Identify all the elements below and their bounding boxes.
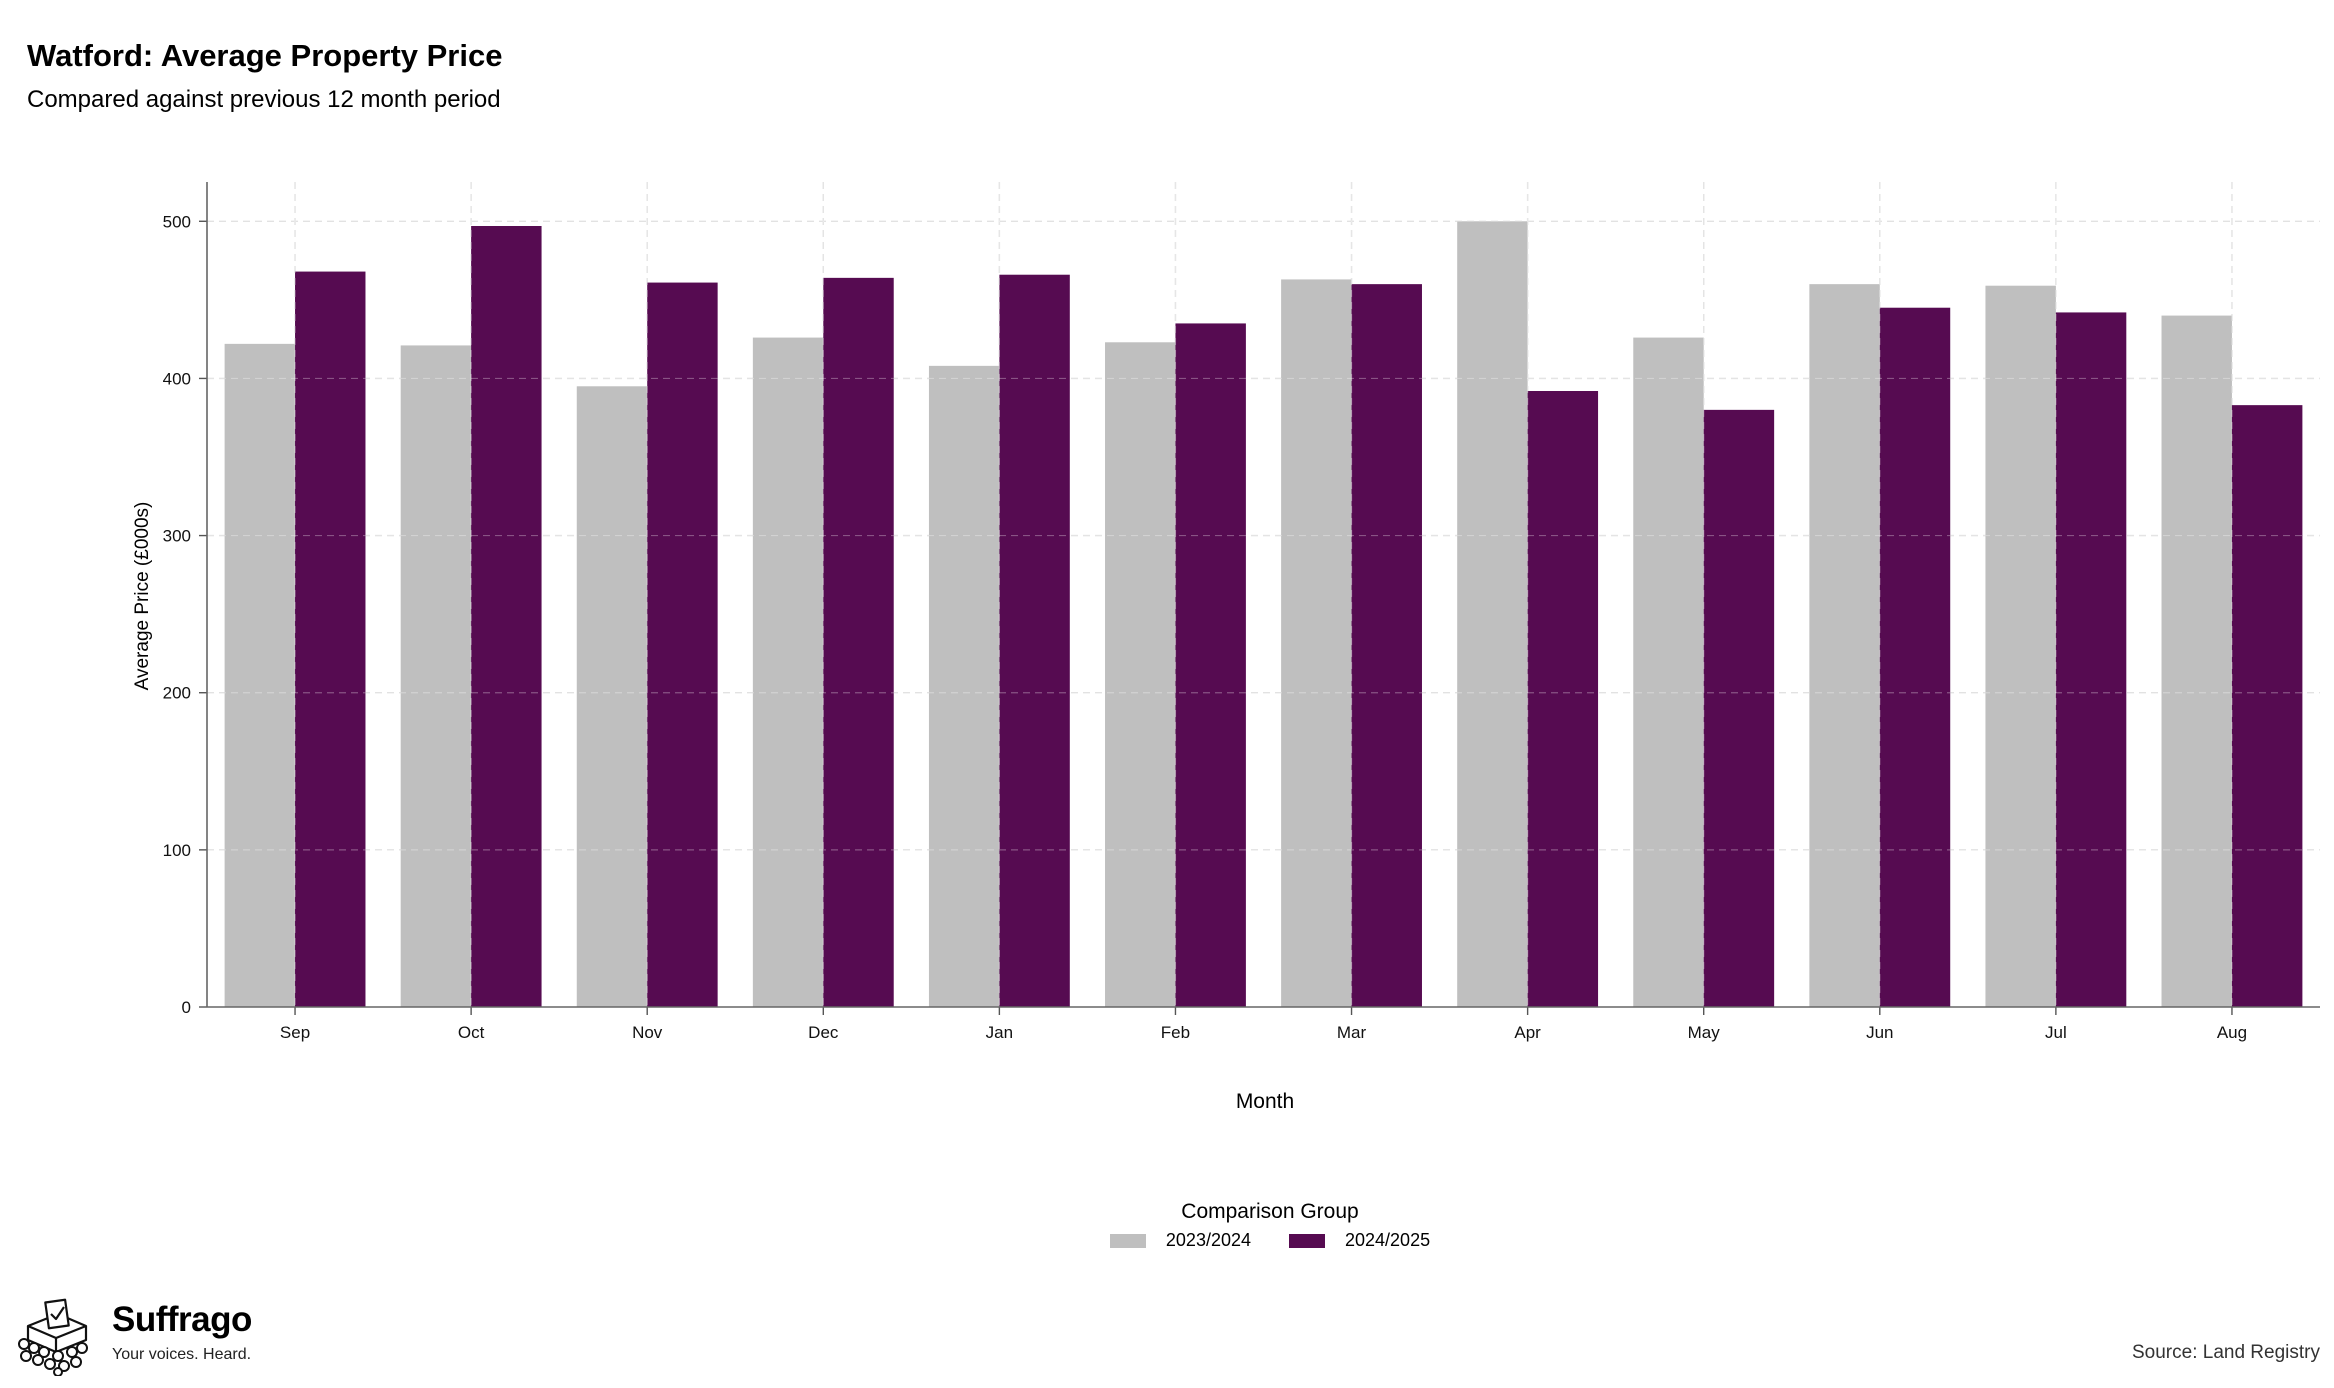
legend-swatch-2024-2025 [1289, 1233, 1325, 1248]
bar-2023-2024-sep [224, 343, 296, 1007]
legend: Comparison Group 2023/2024 2024/2025 [1000, 1200, 1540, 1251]
x-tick-label: Apr [1514, 1023, 1541, 1042]
bar-2024-2025-dec [823, 277, 894, 1007]
chart-subtitle: Compared against previous 12 month perio… [27, 86, 501, 113]
bars [207, 182, 2320, 1008]
legend-label-2024-2025: 2024/2025 [1345, 1230, 1431, 1250]
x-tick-label: Oct [458, 1023, 485, 1042]
brand-logo: Suffrago Your voices. Heard. [14, 1296, 274, 1376]
x-tick-label: Dec [808, 1023, 839, 1042]
source-note: Source: Land Registry [2132, 1342, 2320, 1363]
bar-2023-2024-mar [1281, 279, 1352, 1007]
chart-title: Watford: Average Property Price [27, 38, 503, 73]
x-tick-label: Jan [986, 1023, 1013, 1042]
bar-2024-2025-nov [647, 282, 718, 1008]
bar-2024-2025-jan [999, 274, 1070, 1007]
y-tick-label: 300 [163, 527, 191, 546]
bar-2023-2024-feb [1105, 342, 1176, 1007]
legend-title: Comparison Group [1181, 1200, 1359, 1223]
legend-items: 2023/2024 2024/2025 [1000, 1230, 1540, 1251]
x-tick-label: Feb [1161, 1023, 1190, 1042]
bar-2023-2024-nov [576, 386, 648, 1007]
x-tick-label: May [1688, 1023, 1721, 1042]
bar-2023-2024-jul [1985, 285, 2056, 1007]
x-tick-label: Jul [2045, 1023, 2067, 1042]
bar-2024-2025-may [1703, 409, 1775, 1007]
bar-2024-2025-sep [295, 271, 366, 1008]
bar-2023-2024-oct [400, 345, 472, 1007]
legend-item-2024-2025: 2024/2025 [1289, 1230, 1430, 1251]
y-tick-label: 0 [182, 998, 191, 1017]
y-tick-label: 200 [163, 684, 191, 703]
bar-2023-2024-apr [1457, 221, 1528, 1008]
bar-2024-2025-jun [1879, 307, 1951, 1007]
y-tick-label: 500 [163, 212, 191, 231]
legend-swatch-2023-2024 [1109, 1233, 1146, 1248]
y-tick-label: 400 [163, 369, 191, 388]
x-tick-label: Sep [280, 1023, 310, 1042]
x-tick-label: Mar [1337, 1023, 1367, 1042]
y-axis-title: Average Price (£000s) [132, 502, 153, 691]
bar-2024-2025-jul [2055, 312, 2127, 1007]
brand-tagline: Your voices. Heard. [112, 1346, 252, 1363]
bar-chart: 0 100 200 300 400 500 Sep Oct Nov Dec Jan Feb Mar Apr… [132, 182, 2320, 1113]
bar-2024-2025-oct [471, 226, 542, 1007]
bar-2023-2024-aug [2161, 315, 2232, 1008]
bar-2024-2025-feb [1175, 323, 1246, 1007]
bar-2023-2024-jun [1809, 284, 1880, 1008]
y-tick-label: 100 [163, 841, 191, 860]
bar-2024-2025-mar [1351, 284, 1422, 1008]
brand-name: Suffrago [112, 1300, 252, 1339]
legend-item-2023-2024: 2023/2024 [1109, 1230, 1251, 1251]
x-tick-label: Nov [632, 1023, 663, 1042]
bar-2023-2024-may [1633, 337, 1704, 1008]
x-tick-label: Jun [1866, 1023, 1893, 1042]
bar-2023-2024-jan [928, 365, 1000, 1007]
ballot-box-crowd-icon [18, 1298, 88, 1376]
bar-2024-2025-apr [1527, 391, 1599, 1007]
bar-2023-2024-dec [752, 337, 824, 1008]
bar-2024-2025-aug [2231, 405, 2303, 1008]
axes: 0 100 200 300 400 500 Sep Oct Nov Dec Jan Feb Mar Apr… [163, 182, 2320, 1042]
legend-label-2023-2024: 2023/2024 [1165, 1230, 1251, 1250]
x-axis-title: Month [1236, 1090, 1294, 1113]
x-tick-label: Aug [2217, 1023, 2247, 1042]
